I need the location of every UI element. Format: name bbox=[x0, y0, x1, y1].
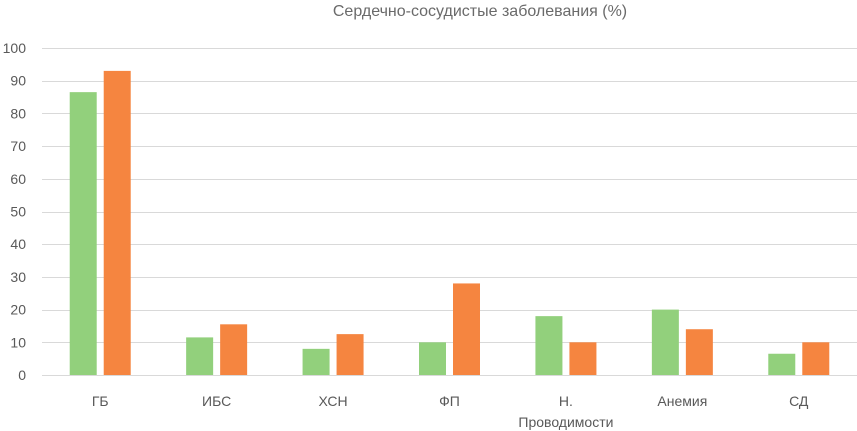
y-tick-label: 100 bbox=[3, 40, 27, 56]
x-tick-label-line: ФП bbox=[439, 393, 460, 409]
x-tick-label-line: ХСН bbox=[319, 393, 348, 409]
y-tick-label: 60 bbox=[10, 171, 26, 187]
chart-title: Сердечно-сосудистые заболевания (%) bbox=[333, 3, 627, 20]
y-tick-label: 0 bbox=[18, 367, 26, 383]
bar-series-1 bbox=[419, 342, 446, 375]
x-tick-label: ХСН bbox=[319, 393, 348, 409]
x-tick-label: ИБС bbox=[202, 393, 231, 409]
bar-series-1 bbox=[302, 348, 330, 375]
bar-series-2 bbox=[685, 329, 713, 375]
bars bbox=[69, 70, 830, 376]
bar-series-2 bbox=[220, 324, 248, 375]
x-tick-label-line: ГБ bbox=[92, 393, 109, 409]
y-tick-label: 80 bbox=[10, 105, 26, 121]
bar-series-1 bbox=[768, 353, 796, 375]
x-tick-label-line: ИБС bbox=[202, 393, 231, 409]
y-tick-label: 50 bbox=[10, 204, 26, 220]
y-tick-label: 10 bbox=[10, 334, 26, 350]
x-tick-label: ГБ bbox=[92, 393, 109, 409]
bar-series-2 bbox=[453, 283, 480, 375]
y-tick-label: 20 bbox=[10, 302, 26, 318]
bar-series-1 bbox=[186, 337, 214, 375]
x-tick-label-line: СД bbox=[789, 393, 809, 409]
bar-series-2 bbox=[336, 334, 364, 375]
bar-series-2 bbox=[569, 342, 597, 375]
x-tick-label: Анемия bbox=[657, 393, 707, 409]
x-tick-label-line: Анемия bbox=[657, 393, 707, 409]
x-tick-label-line: Проводимости bbox=[518, 414, 613, 430]
x-tick-label: СД bbox=[789, 393, 809, 409]
bar-series-2 bbox=[802, 342, 830, 375]
bar-series-1 bbox=[69, 92, 97, 376]
bar-series-2 bbox=[103, 70, 131, 375]
y-axis-ticks: 0 10 20 30 40 50 60 70 80 90 100 bbox=[3, 40, 27, 383]
bar-series-1 bbox=[535, 316, 563, 375]
x-tick-label-line: Н. bbox=[559, 393, 573, 409]
x-tick-label: Н. Проводимости bbox=[518, 393, 613, 430]
y-tick-label: 70 bbox=[10, 138, 26, 154]
y-tick-label: 90 bbox=[10, 73, 26, 89]
y-tick-label: 40 bbox=[10, 236, 26, 252]
gridlines bbox=[42, 48, 857, 376]
x-axis-ticks: ГБ ИБС ХСН ФП Н. Проводимости Анемия СД bbox=[92, 393, 809, 430]
y-tick-label: 30 bbox=[10, 269, 26, 285]
bar-series-1 bbox=[651, 309, 679, 375]
x-tick-label: ФП bbox=[439, 393, 460, 409]
